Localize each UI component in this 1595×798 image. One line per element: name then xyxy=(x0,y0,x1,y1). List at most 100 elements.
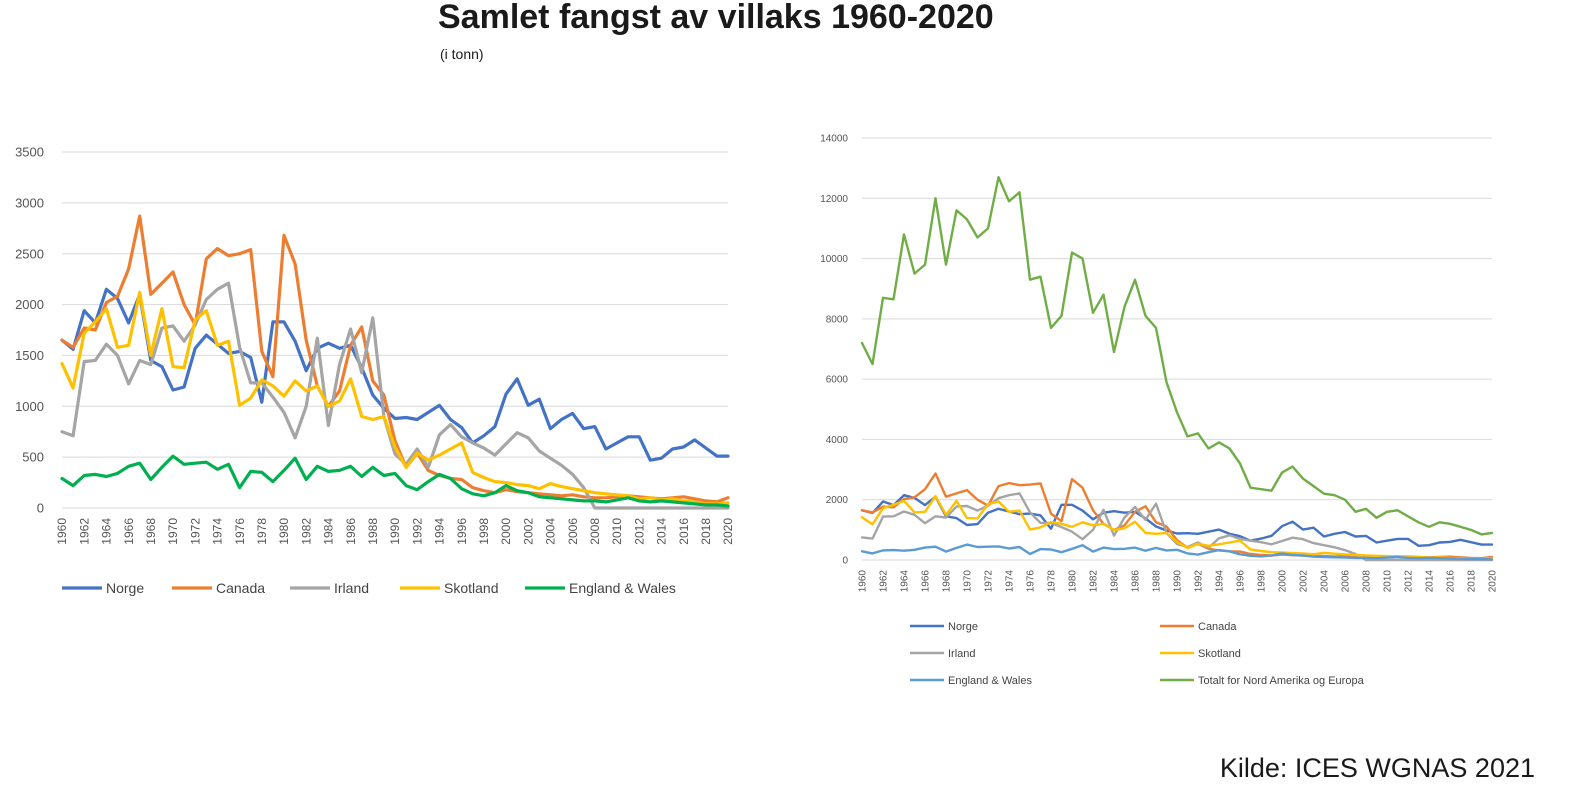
x-tick-label: 1974 xyxy=(211,518,225,545)
series-line-4 xyxy=(860,494,1494,560)
x-tick-label: 2006 xyxy=(1341,570,1352,593)
legend-label: England & Wales xyxy=(948,675,1032,687)
x-tick-label: 2004 xyxy=(1320,570,1331,593)
legend-label: Irland xyxy=(334,580,369,596)
y-tick-label: 500 xyxy=(22,450,44,465)
series-line-1 xyxy=(860,494,1494,547)
x-tick-label: 1972 xyxy=(984,570,995,593)
legend-label: England & Wales xyxy=(569,580,676,596)
x-tick-label: 1972 xyxy=(188,518,202,545)
chart-1: 0 500 1000 1500 2000 2500 3000 3500 1960 1962 1964… xyxy=(15,145,735,596)
y-tick-label: 1000 xyxy=(15,399,44,414)
x-tick-label: 1974 xyxy=(1005,570,1016,593)
x-tick-label: 2010 xyxy=(610,518,624,545)
x-tick-label: 1966 xyxy=(921,570,932,593)
x-tick-label: 2002 xyxy=(521,518,535,545)
y-tick-label: 0 xyxy=(37,501,44,516)
legend-label: Irland xyxy=(948,648,976,660)
page-title: Samlet fangst av villaks 1960-2020 xyxy=(438,0,994,36)
y-tick-label: 10000 xyxy=(820,254,848,265)
y-tick-label: 8000 xyxy=(826,314,849,325)
x-tick-label: 1966 xyxy=(122,518,136,545)
y-tick-label: 2000 xyxy=(15,297,44,312)
series-line-6 xyxy=(860,175,1494,536)
legend-label: Skotland xyxy=(1198,648,1241,660)
x-tick-label: 1970 xyxy=(166,518,180,545)
y-tick-label: 4000 xyxy=(826,435,849,446)
legend-label: Canada xyxy=(216,580,265,596)
legend-label: Norge xyxy=(106,580,144,596)
series-line-2 xyxy=(860,472,1494,560)
x-tick-label: 1976 xyxy=(233,518,247,545)
series-line-1 xyxy=(60,287,730,462)
x-tick-label: 1988 xyxy=(1152,570,1163,593)
x-tick-label: 1960 xyxy=(55,518,69,545)
series-line-2 xyxy=(60,214,730,504)
y-tick-label: 12000 xyxy=(820,194,848,205)
x-tick-label: 1988 xyxy=(366,518,380,545)
x-tick-label: 2002 xyxy=(1299,570,1310,593)
x-tick-label: 2014 xyxy=(1425,570,1436,593)
x-tick-label: 2012 xyxy=(1404,570,1415,593)
x-tick-label: 1962 xyxy=(879,570,890,593)
x-tick-label: 1990 xyxy=(1173,570,1184,593)
x-tick-label: 2010 xyxy=(1383,570,1394,593)
x-tick-label: 1962 xyxy=(77,518,91,545)
y-tick-label: 1500 xyxy=(15,348,44,363)
legend: Norge Canada Irland Skotland England & Wales… xyxy=(910,621,1365,687)
x-tick-label: 1986 xyxy=(344,518,358,545)
legend-label: Totalt for Nord Amerika og Europa xyxy=(1198,675,1365,687)
x-tick-label: 1994 xyxy=(433,518,447,545)
x-tick-label: 1986 xyxy=(1131,570,1142,593)
series-line-3 xyxy=(860,492,1494,562)
x-tick-label: 1964 xyxy=(900,570,911,593)
y-tick-label: 3000 xyxy=(15,195,44,210)
x-tick-label: 1992 xyxy=(1194,570,1205,593)
x-tick-label: 1964 xyxy=(100,518,114,545)
x-tick-label: 2018 xyxy=(1467,570,1478,593)
y-tick-label: 2000 xyxy=(826,495,849,506)
legend: Norge Canada Irland Skotland England & Wales xyxy=(62,580,676,596)
x-tick-label: 1982 xyxy=(299,518,313,545)
x-tick-label: 1980 xyxy=(277,518,291,545)
source-note: Kilde: ICES WGNAS 2021 xyxy=(1219,753,1535,783)
y-tick-label: 2500 xyxy=(15,246,44,261)
x-tick-label: 1996 xyxy=(1236,570,1247,593)
legend-label: Skotland xyxy=(444,580,498,596)
x-tick-label: 1968 xyxy=(144,518,158,545)
series-line-3 xyxy=(60,281,730,510)
y-tick-label: 0 xyxy=(842,556,848,567)
x-tick-label: 1976 xyxy=(1026,570,1037,593)
x-tick-label: 2016 xyxy=(677,518,691,545)
x-tick-label: 1992 xyxy=(410,518,424,545)
x-tick-label: 2008 xyxy=(1362,570,1373,593)
y-tick-label: 3500 xyxy=(15,145,44,160)
x-tick-label: 1998 xyxy=(477,518,491,545)
x-tick-label: 1996 xyxy=(455,518,469,545)
x-tick-label: 2012 xyxy=(632,518,646,545)
x-tick-label: 1984 xyxy=(1110,570,1121,593)
x-tick-label: 2008 xyxy=(588,518,602,545)
series-line-5 xyxy=(860,543,1494,561)
x-tick-label: 2018 xyxy=(699,518,713,545)
series-line-4 xyxy=(60,290,730,506)
x-tick-label: 1982 xyxy=(1089,570,1100,593)
x-tick-label: 1984 xyxy=(322,518,336,545)
x-tick-label: 1990 xyxy=(388,518,402,545)
x-tick-label: 2006 xyxy=(566,518,580,545)
series-line-5 xyxy=(60,454,730,508)
y-tick-label: 14000 xyxy=(820,134,848,145)
x-tick-label: 1998 xyxy=(1257,570,1268,593)
x-tick-label: 2004 xyxy=(544,518,558,545)
page-subtitle: (i tonn) xyxy=(440,46,484,62)
x-tick-label: 1980 xyxy=(1068,570,1079,593)
chart-2: 0 2000 4000 6000 8000 10000 12000 14000 1960 1962… xyxy=(820,134,1498,687)
legend-label: Norge xyxy=(948,621,978,633)
x-tick-label: 2000 xyxy=(499,518,513,545)
x-tick-label: 1968 xyxy=(942,570,953,593)
x-tick-label: 1978 xyxy=(1047,570,1058,593)
x-tick-label: 2020 xyxy=(721,518,735,545)
x-tick-label: 1960 xyxy=(858,570,869,593)
x-tick-label: 2016 xyxy=(1446,570,1457,593)
